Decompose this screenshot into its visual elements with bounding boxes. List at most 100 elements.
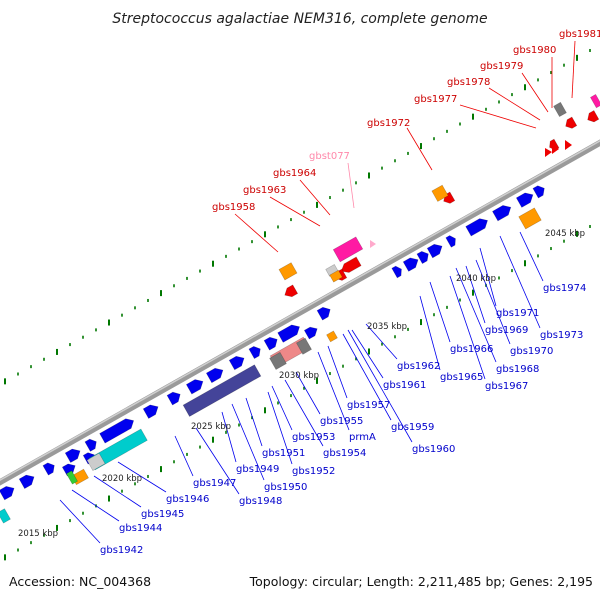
gene-features — [0, 93, 600, 524]
gene-label[interactable]: gbs1972 — [367, 118, 410, 129]
gene-label[interactable]: gbs1965 — [440, 372, 483, 383]
gene-label[interactable]: gbs1950 — [264, 482, 307, 493]
forward-gene-labels: gbs1942 gbs1944 gbs1945 gbs1946 gbs1947 … — [100, 283, 586, 556]
gene-label[interactable]: gbs1981 — [559, 29, 600, 40]
gene-label[interactable]: gbs1946 — [166, 494, 209, 505]
gene-label[interactable]: gbs1955 — [320, 416, 363, 427]
forward-gene — [465, 218, 488, 237]
forward-gene — [303, 326, 318, 340]
leader-line — [221, 411, 237, 463]
cyan-feature — [0, 508, 11, 524]
reverse-gene — [545, 148, 552, 157]
leader-line — [174, 435, 194, 477]
leader-line — [365, 323, 398, 360]
gene-label[interactable]: gbs1957 — [347, 400, 390, 411]
forward-gene — [391, 265, 402, 279]
leader-line — [295, 371, 321, 415]
leader-line — [571, 40, 576, 99]
genome-backbone — [0, 139, 600, 486]
label-leader-lines — [59, 40, 576, 544]
leader-line — [406, 127, 433, 171]
gene-label[interactable]: gbs1966 — [450, 344, 493, 355]
scale-label: 2045 kbp — [545, 229, 585, 239]
orange-feature — [518, 207, 542, 230]
forward-gene — [277, 324, 300, 343]
forward-gene — [64, 448, 81, 463]
gene-label[interactable]: gbs1959 — [391, 422, 434, 433]
forward-gene — [18, 474, 35, 489]
forward-gene — [248, 346, 261, 360]
forward-gene — [84, 438, 97, 452]
gene-label[interactable]: gbs1954 — [323, 448, 366, 459]
gene-label[interactable]: gbs1969 — [485, 325, 528, 336]
leader-line — [499, 235, 541, 329]
forward-gene — [416, 251, 429, 265]
gene-label[interactable]: gbs1963 — [243, 185, 286, 196]
scale-label: 2035 kbp — [367, 322, 407, 332]
grey-feature — [296, 337, 312, 355]
gene-label[interactable]: gbs1979 — [480, 61, 523, 72]
gene-label[interactable]: prmA — [349, 432, 376, 443]
trna-label[interactable]: gbst077 — [309, 151, 350, 162]
forward-gene — [316, 306, 331, 321]
forward-gene — [42, 462, 55, 476]
gene-label[interactable]: gbs1971 — [496, 308, 539, 319]
gene-label[interactable]: gbs1978 — [447, 77, 490, 88]
forward-gene — [99, 418, 135, 444]
forward-gene — [445, 235, 456, 248]
gene-label[interactable]: gbs1949 — [236, 464, 279, 475]
gene-label[interactable]: gbs1948 — [239, 496, 282, 507]
gene-label[interactable]: gbs1953 — [292, 432, 335, 443]
gene-label[interactable]: gbs1945 — [141, 509, 184, 520]
gene-label[interactable]: gbs1968 — [496, 364, 539, 375]
gene-label[interactable]: gbs1947 — [193, 478, 236, 489]
scale-label: 2040 kbp — [456, 274, 496, 284]
gene-label[interactable]: gbs1942 — [100, 545, 143, 556]
reverse-gene — [552, 144, 559, 154]
reverse-gene — [565, 116, 578, 129]
scale-label: 2030 kbp — [279, 371, 319, 381]
leader-line — [267, 391, 293, 465]
gene-label[interactable]: gbs1980 — [513, 45, 556, 56]
leader-line — [59, 499, 101, 544]
grey-feature — [269, 351, 287, 370]
scale-label: 2015 kbp — [18, 529, 58, 539]
reverse-gene — [565, 140, 572, 150]
leader-line — [234, 213, 279, 253]
gene-label[interactable]: gbs1967 — [485, 381, 528, 392]
leader-line — [245, 397, 263, 447]
leader-line — [475, 259, 511, 345]
gene-label[interactable]: gbs1974 — [543, 283, 586, 294]
gene-label[interactable]: gbs1970 — [510, 346, 553, 357]
scale-ticks: 2015 kbp 2020 kbp 2025 kbp 2030 kbp 2035… — [18, 229, 585, 539]
gene-label[interactable]: gbs1951 — [262, 448, 305, 459]
gene-label[interactable]: gbs1944 — [119, 523, 162, 534]
gene-label[interactable]: gbs1960 — [412, 444, 455, 455]
gene-label[interactable]: gbs1964 — [273, 168, 316, 179]
leader-line — [479, 247, 497, 307]
gene-label[interactable]: gbs1958 — [212, 202, 255, 213]
reverse-gene — [340, 256, 362, 273]
grey-feature — [553, 101, 567, 118]
leader-line — [347, 329, 413, 443]
scale-label: 2025 kbp — [191, 422, 231, 432]
gene-label[interactable]: gbs1962 — [397, 361, 440, 372]
leader-line — [269, 196, 321, 227]
orange-feature — [278, 262, 298, 281]
leader-line — [351, 329, 384, 379]
leader-line — [117, 461, 167, 493]
reverse-gene — [284, 284, 299, 298]
leader-line — [342, 333, 392, 421]
leader-line — [317, 351, 350, 431]
gene-label[interactable]: gbs1973 — [540, 330, 583, 341]
leader-line — [195, 427, 240, 495]
forward-gene — [0, 486, 15, 501]
gene-label[interactable]: gbs1952 — [292, 466, 335, 477]
leader-line — [299, 179, 331, 216]
orange-feature — [326, 330, 338, 343]
gene-label[interactable]: gbs1977 — [414, 94, 457, 105]
forward-gene — [532, 185, 545, 199]
leader-line — [419, 295, 441, 371]
gene-label[interactable]: gbs1961 — [383, 380, 426, 391]
